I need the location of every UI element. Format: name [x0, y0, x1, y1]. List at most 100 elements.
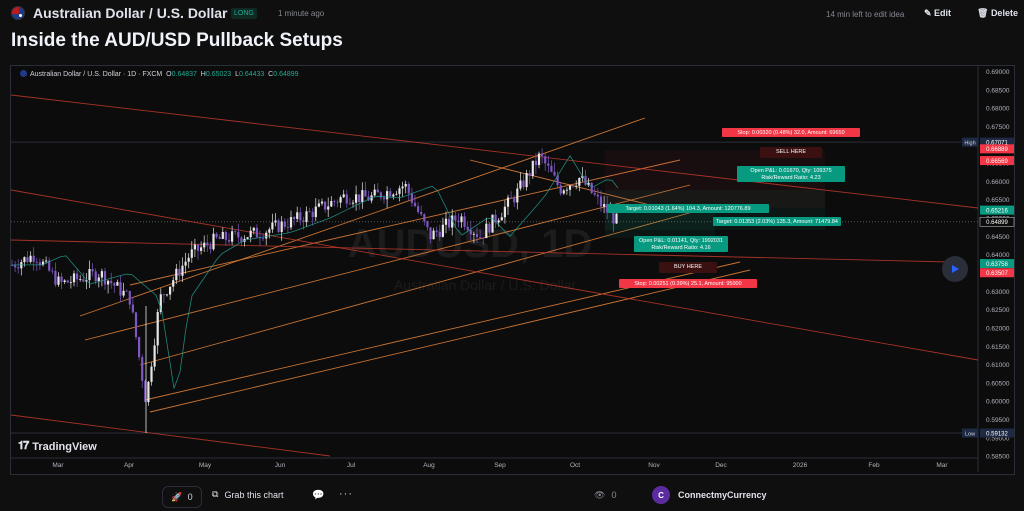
candle-body [190, 249, 193, 258]
long-pnl-label-text: Open P&L: 0.01141, Qty: 1992031 [639, 238, 723, 244]
long-stop-label-text: Stop: 0.00251 (0.39%) 25.1, Amount: 9500… [634, 281, 741, 287]
candle-body [252, 227, 255, 231]
replay-button[interactable] [942, 256, 968, 282]
candle-body [280, 221, 283, 232]
boost-count: 0 [187, 492, 193, 502]
candle-body [265, 232, 268, 239]
y-tick-label: 0.59500 [986, 417, 1010, 424]
delete-label: Delete [990, 8, 1018, 18]
candle-body [119, 282, 122, 296]
author-name: ConnectmyCurrency [678, 490, 767, 500]
candle-body [134, 312, 138, 338]
candle-body [271, 222, 274, 230]
y-tick-label: 0.61000 [986, 362, 1010, 369]
long-stop-label-bg [619, 279, 757, 288]
candle-body [203, 242, 206, 248]
candle-body [423, 214, 426, 222]
candle-body [553, 171, 556, 176]
views-count: 0 [611, 490, 617, 500]
x-tick-label: 2026 [793, 462, 808, 469]
candle-body [277, 220, 280, 232]
candle-body [417, 206, 420, 212]
candle-body [466, 226, 469, 230]
aud-usd-flag-icon [11, 6, 25, 20]
x-tick-label: Apr [124, 462, 135, 469]
y-tick-label: 0.64500 [986, 234, 1010, 241]
candle-body [156, 311, 159, 346]
delete-button[interactable]: 🗑 Delete [977, 8, 1018, 18]
chart-watermark-symbol: AUDUSD, 1D [348, 222, 592, 266]
price-axis-label: 0.66569 [980, 156, 1014, 166]
legend-symbol: Australian Dollar / U.S. Dollar · 1D · F… [30, 71, 163, 78]
candle-body [568, 185, 572, 190]
boost-button[interactable]: 🚀 0 [162, 486, 202, 508]
short-pnl-label-text: Risk/Reward Ratio: 4.23 [761, 175, 820, 181]
symbol-name[interactable]: Australian Dollar / U.S. Dollar [33, 5, 228, 21]
candle-body [88, 269, 91, 281]
candle-body [113, 283, 116, 286]
candle-body [475, 233, 479, 238]
price-axis-value-bg [980, 137, 1014, 147]
candle-body [451, 215, 454, 228]
candle-body [537, 153, 541, 166]
price-axis-label: Low 0.59132 [962, 428, 1014, 438]
candle-body [525, 173, 528, 188]
candle-body [97, 277, 100, 282]
channel-line-red [10, 189, 979, 361]
x-tick-label: Mar [52, 462, 64, 469]
candle-body [302, 220, 305, 222]
candle-body [94, 271, 97, 282]
long-target-label-text: Target: 0.01043 (1.64%) 104.3, Amount: 1… [625, 206, 750, 212]
candle-body [494, 214, 497, 223]
channel-line-red [10, 94, 979, 209]
candle-body [169, 286, 172, 295]
price-axis-value: 0.66889 [986, 147, 1008, 153]
edit-button[interactable]: ✎ Edit [924, 8, 952, 18]
x-tick-label: Nov [648, 462, 660, 469]
candle-body [17, 267, 20, 269]
sell-here-label-bg [760, 147, 822, 158]
price-axis-label: High 0.67071 [962, 137, 1014, 147]
candle-body [599, 196, 603, 207]
candle-body [336, 201, 339, 203]
price-axis-label: 0.64899 [979, 216, 1015, 227]
candle-body [165, 294, 169, 296]
channel-line-red [10, 414, 331, 457]
candle-body [218, 237, 221, 239]
candle-body [181, 265, 184, 276]
candle-body [339, 197, 342, 203]
author-link[interactable]: C ConnectmyCurrency [652, 486, 767, 504]
candle-body [308, 211, 311, 213]
edit-timer: 14 min left to edit idea [826, 10, 905, 19]
candle-body [212, 233, 215, 250]
candle-body [187, 257, 190, 262]
candle-body [63, 280, 66, 283]
candle-body [444, 218, 448, 225]
candle-body [206, 242, 209, 246]
candle-body [575, 185, 578, 187]
x-tick-label: Oct [570, 462, 580, 469]
price-axis-value: 0.64899 [986, 220, 1008, 226]
y-tick-label: 0.58500 [986, 454, 1010, 461]
candle-body [395, 193, 398, 195]
more-options-icon[interactable]: ··· [339, 488, 353, 500]
price-axis-label: 0.63507 [980, 268, 1014, 278]
candle-body [587, 182, 590, 185]
candle-body [596, 194, 599, 197]
candle-body [178, 268, 181, 276]
short-pnl-label: Open P&L: 0.01670, Qty: 109375Risk/Rewar… [737, 166, 845, 182]
candle-body [200, 247, 203, 251]
candle-body [516, 188, 519, 203]
candle-body [76, 273, 79, 280]
short-pnl-label-text: Open P&L: 0.01670, Qty: 109375 [750, 168, 831, 174]
candle-body [23, 257, 26, 263]
comment-icon[interactable]: 💬 [312, 490, 325, 501]
price-axis-label: 0.63758 [980, 259, 1014, 269]
price-axis-value: 0.63507 [986, 271, 1008, 277]
grab-chart-button[interactable]: ⧉ Grab this chart [212, 489, 283, 500]
candle-body [314, 206, 317, 218]
candle-body [510, 197, 513, 199]
x-tick-label: Mar [936, 462, 948, 469]
candle-body [32, 255, 35, 262]
